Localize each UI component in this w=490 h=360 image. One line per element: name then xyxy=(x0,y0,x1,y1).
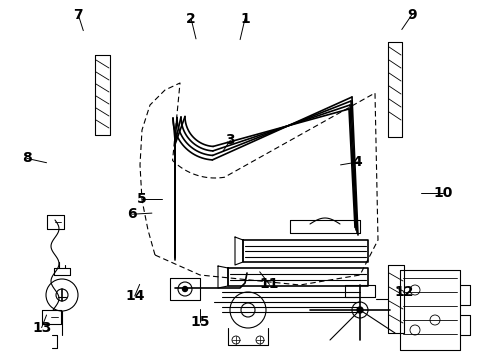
Text: 15: 15 xyxy=(190,315,210,329)
Text: 11: 11 xyxy=(260,278,279,291)
Text: 12: 12 xyxy=(394,285,414,298)
Text: 4: 4 xyxy=(353,155,363,169)
Circle shape xyxy=(357,307,363,313)
Text: 7: 7 xyxy=(74,8,83,22)
Text: 3: 3 xyxy=(225,134,235,147)
Text: 5: 5 xyxy=(137,192,147,206)
Text: 8: 8 xyxy=(22,152,32,165)
Text: 13: 13 xyxy=(32,321,51,334)
Text: 9: 9 xyxy=(407,8,416,22)
Circle shape xyxy=(182,287,188,292)
Text: 6: 6 xyxy=(127,207,137,221)
Text: 2: 2 xyxy=(186,12,196,26)
Text: 1: 1 xyxy=(240,12,250,26)
Text: 10: 10 xyxy=(434,186,453,199)
Text: 14: 14 xyxy=(125,289,145,303)
